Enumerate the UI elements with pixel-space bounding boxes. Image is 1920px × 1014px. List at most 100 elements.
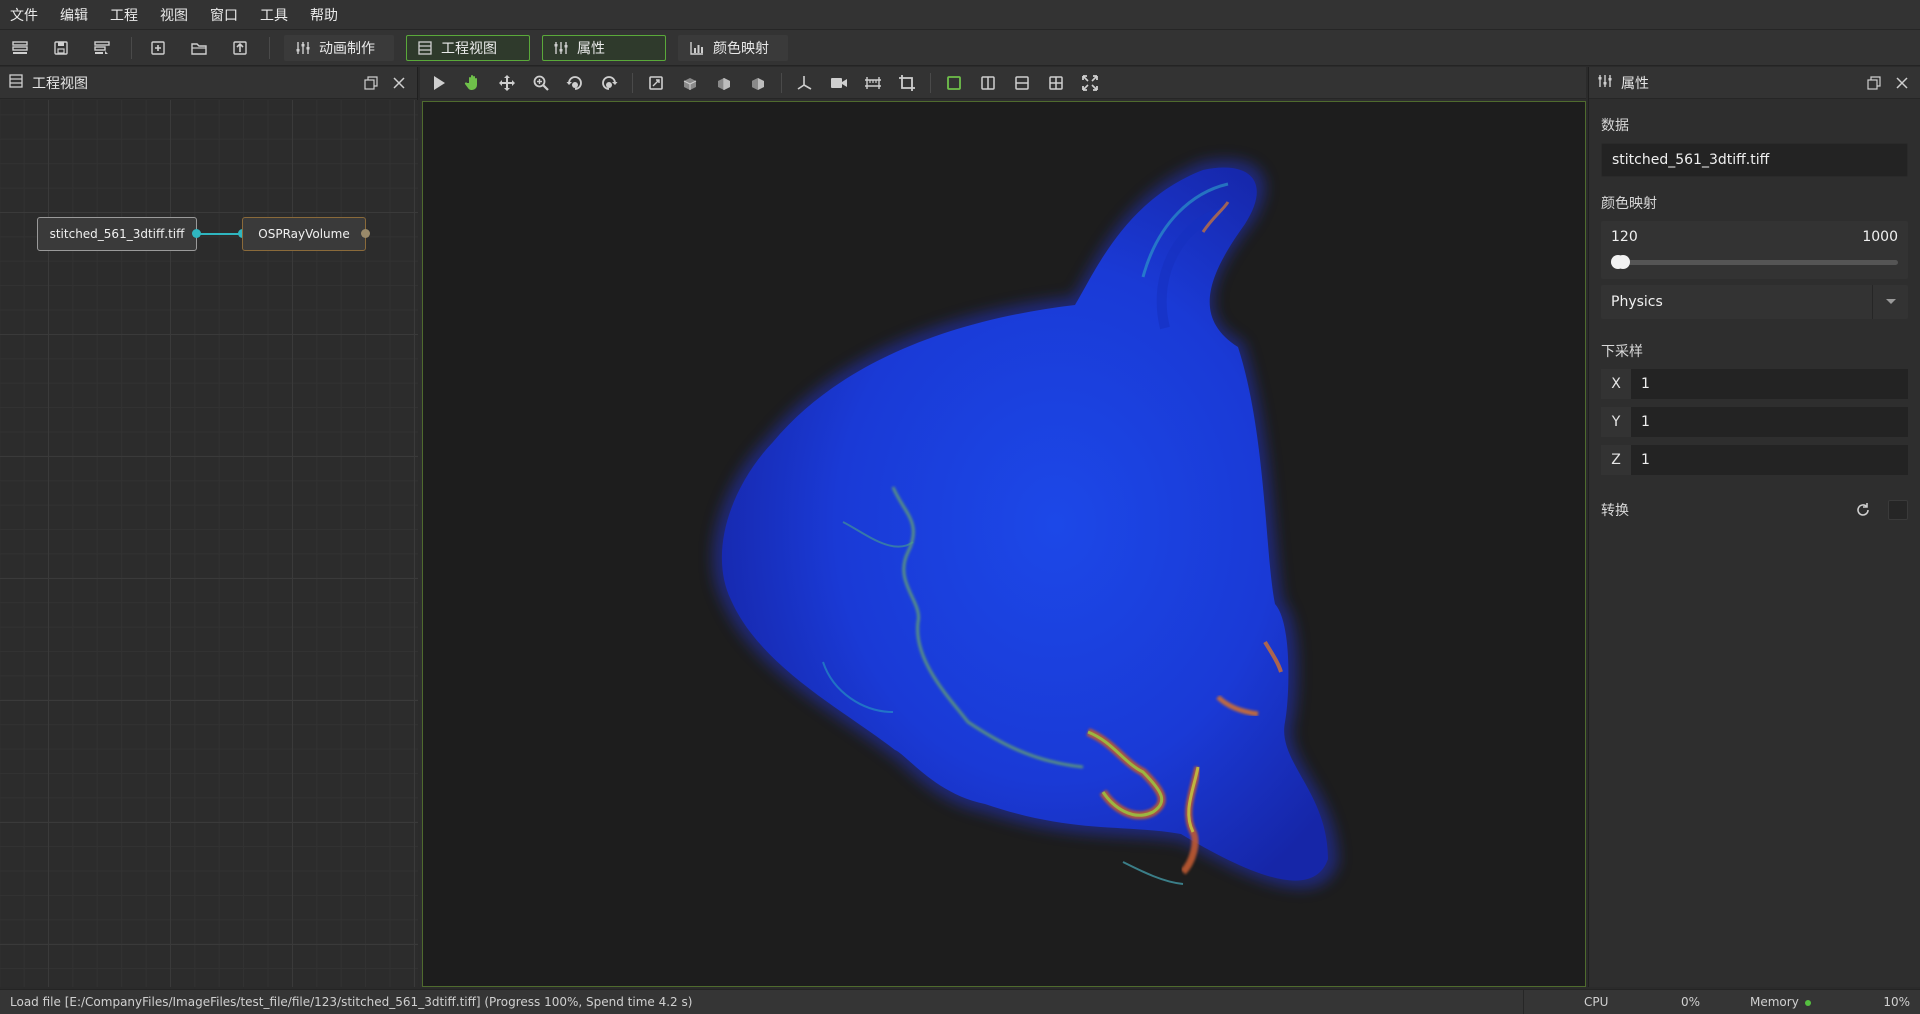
properties-panel: 属性 数据 stitched_561_3dtiff.tiff 颜色映射 120 … <box>1588 67 1920 987</box>
menu-tools[interactable]: 工具 <box>260 7 288 24</box>
panel-title: 工程视图 <box>32 75 88 92</box>
layout-split-horizontal-icon[interactable] <box>1011 72 1033 94</box>
menu-help[interactable]: 帮助 <box>310 7 338 24</box>
export-icon[interactable] <box>228 36 252 60</box>
data-source-field[interactable]: stitched_561_3dtiff.tiff <box>1601 143 1908 177</box>
data-source-value: stitched_561_3dtiff.tiff <box>1612 152 1770 168</box>
colormap-label: 颜色映射 <box>1601 196 1657 212</box>
menu-bar: 文件 编辑 工程 视图 窗口 工具 帮助 <box>0 0 1920 30</box>
layout-split-vertical-icon[interactable] <box>977 72 999 94</box>
refresh-icon[interactable] <box>1852 499 1874 521</box>
toolbar-divider <box>930 72 931 93</box>
list-icon <box>8 73 24 93</box>
downsample-label: 下采样 <box>1601 344 1643 360</box>
node-graph-canvas[interactable]: stitched_561_3dtiff.tiff OSPRayVolume <box>0 100 418 987</box>
menu-window[interactable]: 窗口 <box>210 7 238 24</box>
tab-label: 颜色映射 <box>713 40 769 57</box>
axis-x-label: X <box>1601 369 1631 399</box>
toolbar-divider <box>131 36 132 59</box>
new-file-icon[interactable] <box>146 36 170 60</box>
memory-indicator: Memory 10% <box>1710 995 1920 1009</box>
save-icon[interactable] <box>49 36 73 60</box>
menu-edit[interactable]: 编辑 <box>60 7 88 24</box>
node-link <box>200 233 240 235</box>
colormap-preset-value: Physics <box>1611 294 1663 310</box>
ruler-icon[interactable] <box>862 72 884 94</box>
layers-icon[interactable] <box>8 36 32 60</box>
select-arrow-icon[interactable] <box>428 72 450 94</box>
sliders-icon <box>1597 73 1613 93</box>
axis-z-label: Z <box>1601 445 1631 475</box>
axes-icon[interactable] <box>794 72 816 94</box>
chevron-down-icon[interactable] <box>1872 285 1908 319</box>
range-min-value: 120 <box>1611 229 1638 245</box>
tab-animation[interactable]: 动画制作 <box>284 34 394 61</box>
output-port[interactable] <box>361 229 370 238</box>
data-label: 数据 <box>1601 118 1629 134</box>
downsample-z-row: Z 1 <box>1601 445 1908 475</box>
project-view-panel: 工程视图 stitched_561_3dtiff.tiff OSPRayVolu… <box>0 67 418 987</box>
fullscreen-icon[interactable] <box>1079 72 1101 94</box>
downsample-z-input[interactable]: 1 <box>1631 445 1908 475</box>
list-icon <box>418 40 432 55</box>
view-xy-icon[interactable] <box>679 72 701 94</box>
camera-icon[interactable] <box>828 72 850 94</box>
colormap-preset-select[interactable]: Physics <box>1601 285 1908 319</box>
status-bar: Load file [E:/CompanyFiles/ImageFiles/te… <box>0 989 1920 1014</box>
layout-single-icon[interactable] <box>943 72 965 94</box>
float-panel-icon[interactable] <box>361 73 381 93</box>
cpu-label: CPU <box>1584 995 1609 1009</box>
float-panel-icon[interactable] <box>1864 73 1884 93</box>
main-toolbar: 动画制作 工程视图 属性 颜色映射 <box>0 30 1920 66</box>
tab-project-view[interactable]: 工程视图 <box>406 34 530 61</box>
volume-render-viewport[interactable] <box>422 101 1586 987</box>
memory-value: 10% <box>1883 995 1910 1009</box>
volume-render-image <box>713 159 1338 889</box>
properties-body: 数据 stitched_561_3dtiff.tiff 颜色映射 120 100… <box>1589 115 1920 521</box>
menu-view[interactable]: 视图 <box>160 7 188 24</box>
graph-node-renderer[interactable]: OSPRayVolume <box>242 217 366 251</box>
menu-file[interactable]: 文件 <box>10 7 38 24</box>
toolbar-divider <box>269 36 270 59</box>
memory-label: Memory <box>1750 995 1799 1009</box>
tab-properties[interactable]: 属性 <box>542 34 666 61</box>
sliders-icon <box>296 41 310 54</box>
slider-handle-max[interactable] <box>1616 255 1631 269</box>
menu-project[interactable]: 工程 <box>110 7 138 24</box>
close-icon[interactable] <box>1892 73 1912 93</box>
node-label: stitched_561_3dtiff.tiff <box>49 227 185 241</box>
transform-label: 转换 <box>1601 503 1629 519</box>
rotate-left-icon[interactable] <box>564 72 586 94</box>
panel-title: 属性 <box>1621 75 1649 92</box>
crop-icon[interactable] <box>896 72 918 94</box>
view-yz-icon[interactable] <box>747 72 769 94</box>
layout-quad-icon[interactable] <box>1045 72 1067 94</box>
slider-track <box>1611 260 1898 265</box>
toolbar-divider <box>632 72 633 93</box>
downsample-y-input[interactable]: 1 <box>1631 407 1908 437</box>
hand-pan-icon[interactable] <box>462 72 484 94</box>
range-slider[interactable] <box>1611 253 1898 271</box>
save-as-icon[interactable] <box>90 36 114 60</box>
tab-label: 属性 <box>577 40 605 57</box>
reset-view-icon[interactable] <box>645 72 667 94</box>
tab-label: 工程视图 <box>441 40 497 57</box>
properties-header: 属性 <box>1589 67 1920 99</box>
graph-node-source[interactable]: stitched_561_3dtiff.tiff <box>37 217 197 251</box>
render-view-panel <box>420 67 1586 987</box>
axis-y-label: Y <box>1601 407 1631 437</box>
rotate-right-icon[interactable] <box>598 72 620 94</box>
cpu-indicator: CPU 0% <box>1524 995 1710 1009</box>
close-icon[interactable] <box>389 73 409 93</box>
zoom-icon[interactable] <box>530 72 552 94</box>
output-port[interactable] <box>192 229 201 238</box>
downsample-x-row: X 1 <box>1601 369 1908 399</box>
downsample-x-input[interactable]: 1 <box>1631 369 1908 399</box>
move-icon[interactable] <box>496 72 518 94</box>
sliders-icon <box>554 41 568 54</box>
transform-checkbox[interactable] <box>1888 500 1908 520</box>
view-toolbar <box>420 67 1586 99</box>
open-folder-icon[interactable] <box>187 36 211 60</box>
tab-colormap[interactable]: 颜色映射 <box>678 34 788 61</box>
view-xz-icon[interactable] <box>713 72 735 94</box>
